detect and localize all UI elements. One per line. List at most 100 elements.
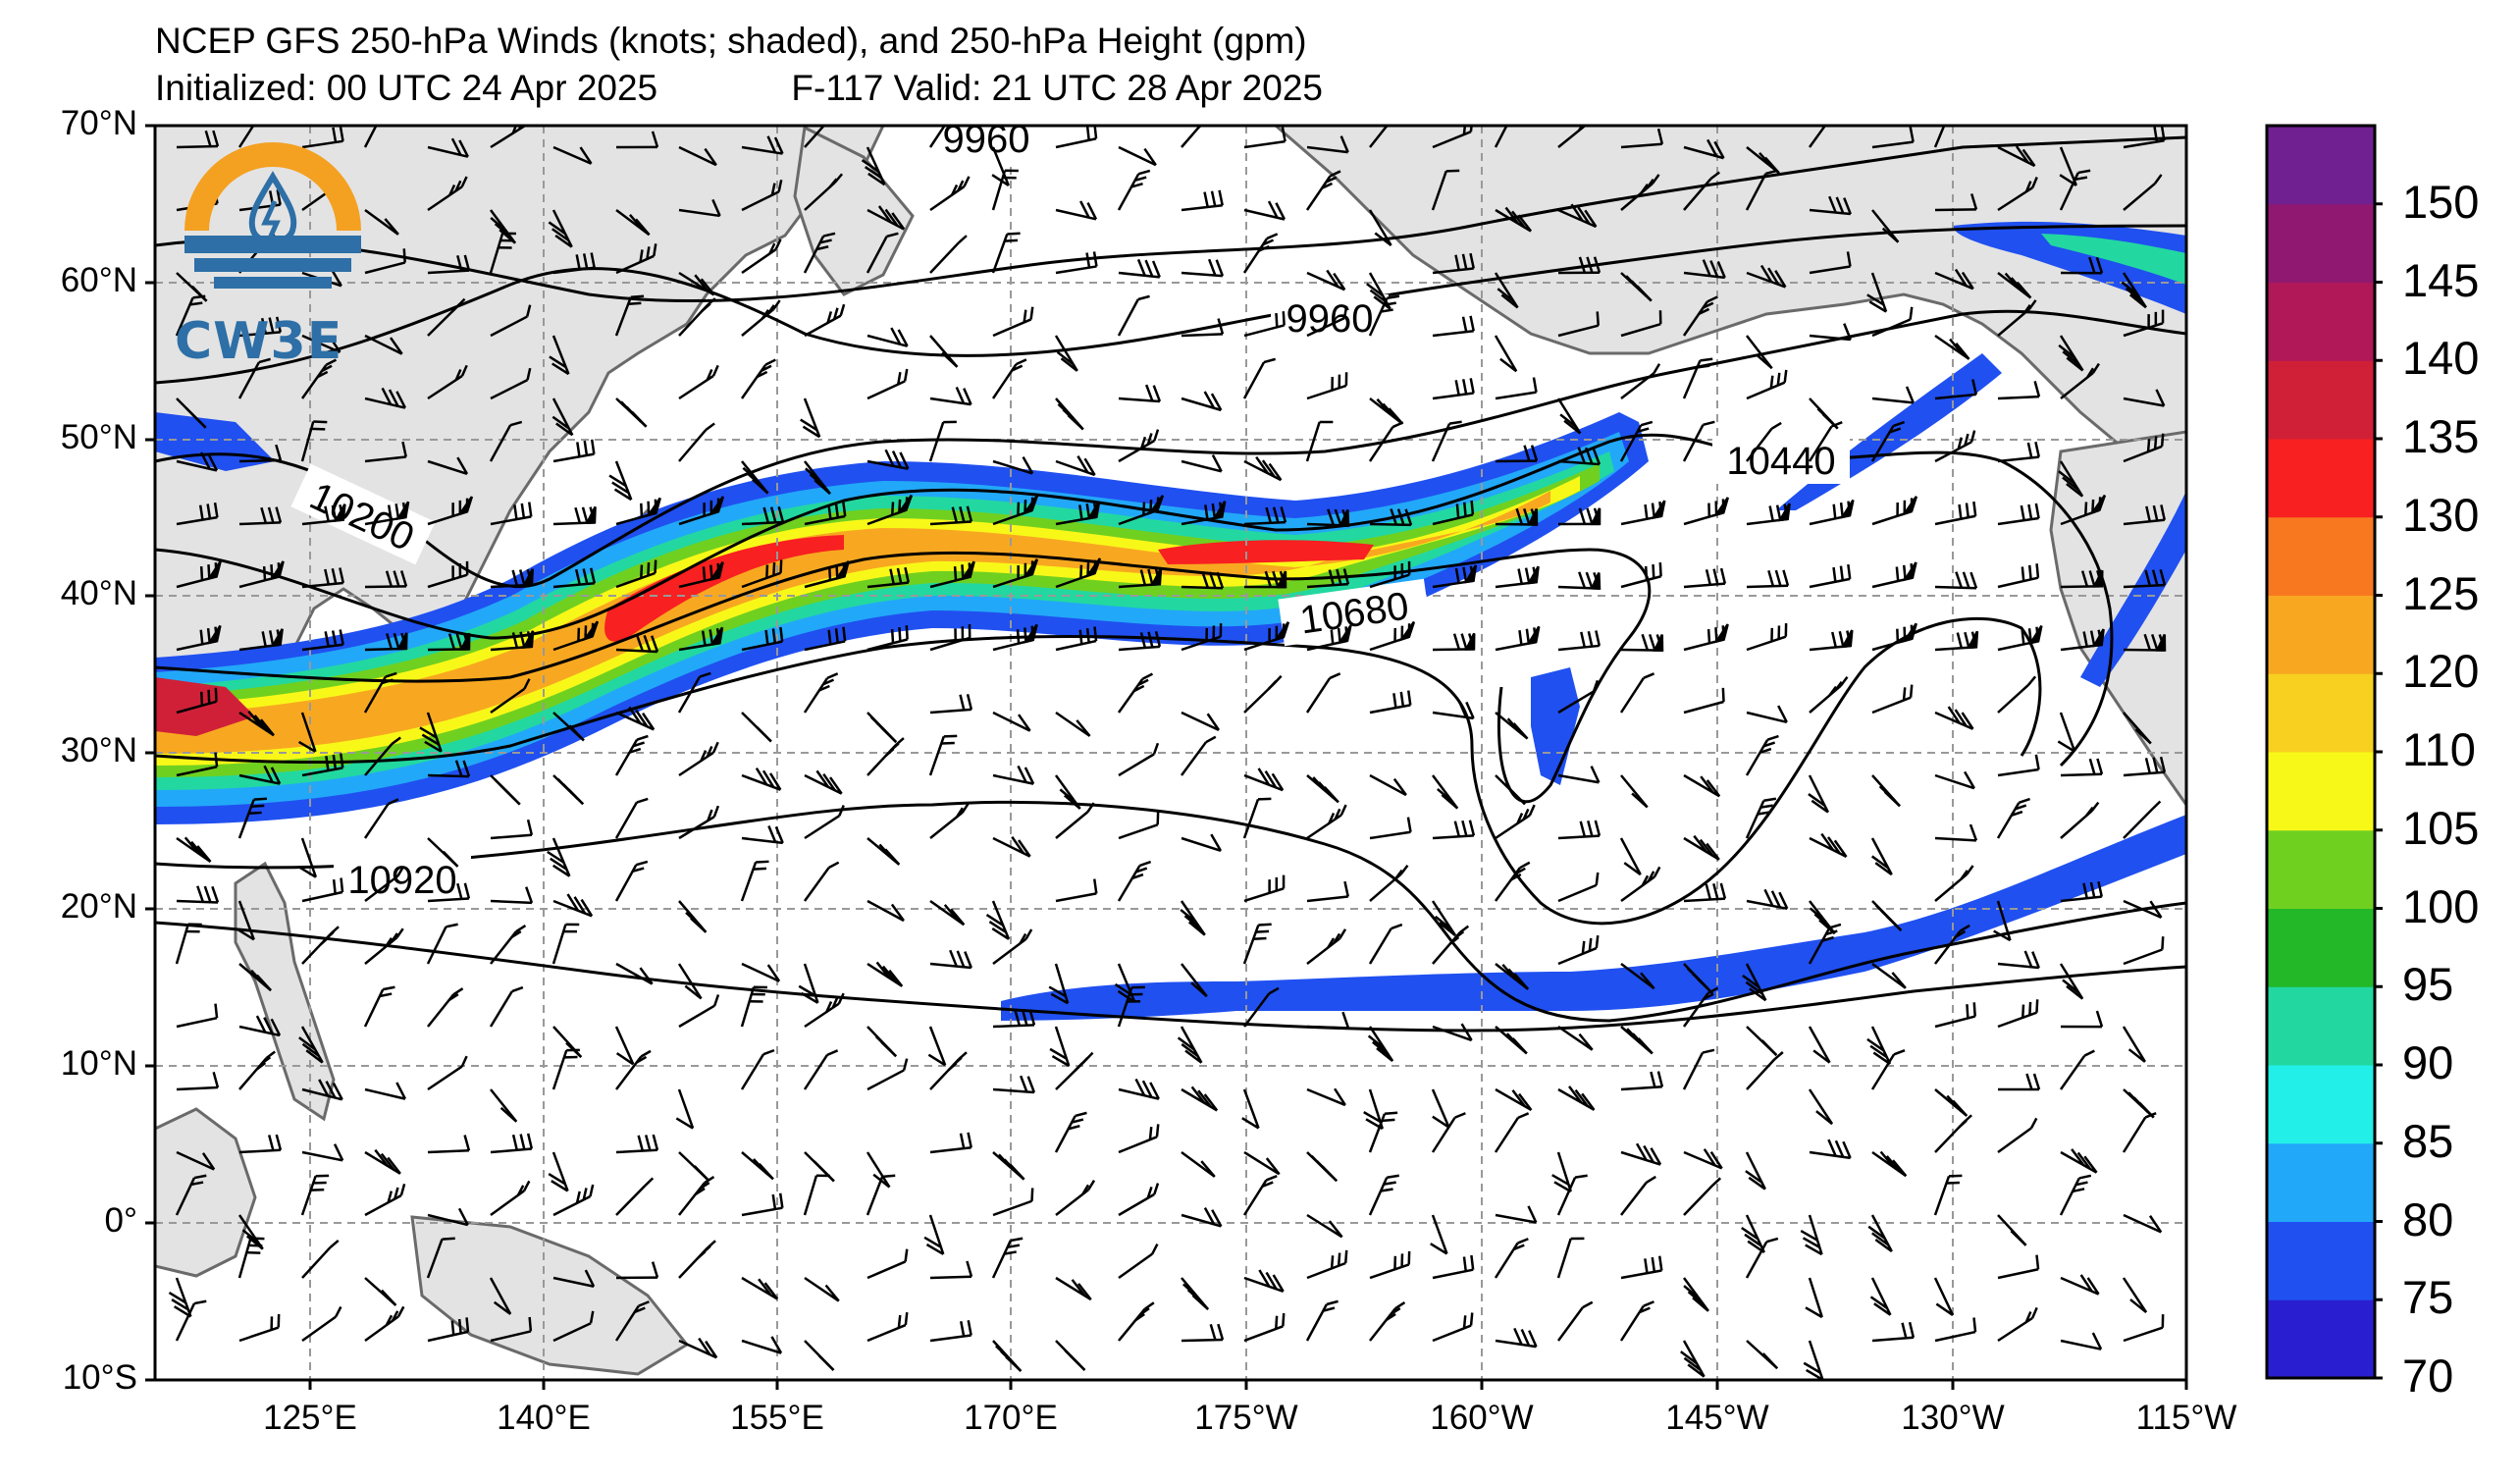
wind-barb	[1619, 837, 1642, 876]
wind-barb	[798, 963, 819, 1004]
wind-barb	[800, 397, 821, 439]
wind-barb	[1177, 1026, 1203, 1064]
wind-barb	[1871, 306, 1914, 338]
wind-barb	[929, 1260, 973, 1280]
wind-barb	[552, 1269, 596, 1288]
wind-barb	[490, 502, 533, 526]
wind-barb	[1620, 310, 1662, 338]
wind-barb	[866, 232, 899, 274]
wind-barb	[804, 1276, 840, 1302]
wind-barb	[1997, 1214, 2027, 1246]
wind-barb	[1934, 706, 1974, 730]
wind-barb	[615, 1134, 659, 1154]
wind-barb	[1866, 272, 1888, 313]
wind-barb	[490, 819, 534, 840]
wind-barb	[929, 1320, 972, 1343]
wind-barb	[427, 987, 464, 1028]
wind-barb	[301, 126, 344, 149]
wind-barb	[1369, 508, 1413, 527]
wind-barb	[2060, 758, 2104, 777]
wind-barb	[1683, 687, 1725, 715]
wind-barb	[614, 734, 649, 776]
wind-barb	[985, 900, 1011, 940]
wind-barb	[552, 712, 585, 742]
wind-barb	[866, 566, 910, 589]
wind-barb	[176, 1003, 219, 1029]
wind-barb	[1620, 633, 1664, 652]
wind-barb	[991, 146, 1010, 186]
wind-barb	[175, 294, 206, 337]
wind-barb	[1494, 272, 1519, 309]
wind-barb	[1556, 1237, 1585, 1279]
wind-barb	[1181, 1277, 1210, 1311]
wind-barb	[1746, 1026, 1778, 1056]
cw3e-logo	[184, 142, 361, 289]
wind-barb	[237, 797, 268, 839]
lat-label: 10°N	[60, 1044, 137, 1083]
wind-barb	[364, 1082, 406, 1100]
wind-barb	[1431, 900, 1457, 937]
wind-barb	[1432, 378, 1475, 400]
colorbar-label: 80	[2402, 1192, 2454, 1245]
wind-barb	[1181, 391, 1223, 412]
wind-barb	[2059, 1049, 2095, 1090]
wind-barb	[490, 1316, 533, 1343]
wind-barb	[615, 706, 656, 731]
wind-barb	[1745, 1237, 1779, 1279]
wind-barb	[1495, 1327, 1538, 1349]
wind-barb	[2123, 756, 2167, 777]
wind-barb	[929, 560, 975, 589]
wind-barb	[238, 316, 283, 338]
wind-barb	[427, 882, 471, 903]
wind-barb	[175, 1299, 207, 1342]
wind-barb	[1055, 251, 1098, 275]
wind-barb	[426, 923, 458, 965]
wind-barb	[1369, 560, 1411, 589]
wind-barb	[427, 1207, 469, 1227]
wind-barb	[929, 949, 972, 970]
wind-barb	[1800, 1214, 1823, 1256]
colorbar-label: 140	[2402, 332, 2480, 385]
wind-barb	[741, 1336, 783, 1354]
wind-barb	[1997, 1254, 2040, 1280]
wind-barb	[678, 271, 715, 296]
wind-barb	[427, 137, 469, 158]
wind-barb	[1557, 507, 1601, 526]
wind-barb	[992, 1009, 1036, 1029]
wind-barb	[1118, 1301, 1155, 1342]
wind-barb	[551, 1048, 580, 1090]
wind-barb	[1746, 503, 1791, 526]
wind-barb	[1682, 420, 1715, 462]
wind-barb	[992, 1188, 1034, 1217]
wind-barb	[1557, 311, 1600, 338]
wind-barb	[804, 769, 843, 795]
wind-barb	[552, 620, 600, 652]
wind-barb	[866, 205, 906, 231]
wind-barb	[364, 1183, 406, 1217]
wind-barb	[1871, 1150, 1908, 1178]
lat-label: 20°N	[60, 887, 137, 926]
wind-barb	[1683, 497, 1729, 526]
wind-barb	[176, 687, 218, 715]
wind-barb	[2060, 569, 2104, 589]
wind-barb	[741, 460, 769, 495]
wind-barb	[1368, 209, 1392, 247]
lat-label: 40°N	[60, 574, 137, 612]
wind-barb	[866, 712, 898, 744]
wind-barb	[1683, 623, 1729, 652]
wind-barb	[1055, 200, 1098, 221]
wind-barb	[1746, 1340, 1779, 1370]
wind-barb	[803, 232, 836, 274]
wind-barb	[175, 1174, 207, 1216]
wind-barb	[1682, 357, 1713, 399]
wind-barb	[1432, 1023, 1473, 1042]
wind-barb	[991, 169, 1019, 211]
wind-barb	[677, 963, 703, 1000]
wind-barb	[490, 568, 535, 589]
wind-barb	[427, 560, 469, 589]
wind-barb	[1431, 1112, 1466, 1153]
valid-time: F-117 Valid: 21 UTC 28 Apr 2025	[791, 68, 1323, 108]
wind-barb	[2060, 1010, 2104, 1029]
wind-barb	[992, 623, 1038, 652]
wind-barb	[1117, 985, 1145, 1028]
